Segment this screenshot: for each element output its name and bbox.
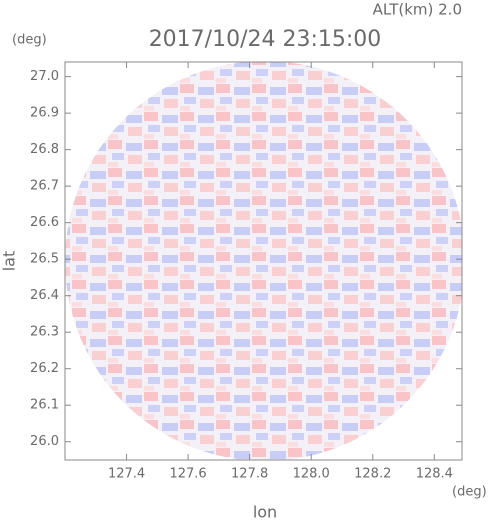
x-unit: (deg) [452, 485, 487, 500]
x-tick-label: 128.2 [354, 467, 391, 482]
x-axis-label: lon [253, 503, 277, 522]
y-tick-label: 26.8 [30, 142, 59, 157]
chart-title: 2017/10/24 23:15:00 [149, 27, 382, 52]
radar-echo [65, 62, 462, 460]
y-tick-label: 26.5 [30, 252, 59, 267]
y-tick-label: 26.0 [30, 434, 59, 449]
radar-field [65, 62, 462, 460]
x-tick-label: 127.4 [108, 467, 145, 482]
plot-frame [64, 61, 463, 461]
y-tick-label: 26.2 [30, 361, 59, 376]
x-tick-label: 128.0 [293, 467, 330, 482]
x-tick-label: 127.6 [169, 467, 206, 482]
x-tick-label: 128.4 [416, 467, 453, 482]
y-tick-label: 26.7 [30, 179, 59, 194]
x-tick-label: 127.8 [231, 467, 268, 482]
y-tick-label: 26.6 [30, 215, 59, 230]
altitude-label: ALT(km) 2.0 [373, 1, 462, 19]
y-unit: (deg) [12, 33, 47, 48]
y-axis-label: lat [0, 251, 19, 272]
y-tick-label: 27.0 [30, 69, 59, 84]
y-tick-label: 26.3 [30, 325, 59, 340]
y-tick-label: 26.9 [30, 106, 59, 121]
y-tick-label: 26.1 [30, 398, 59, 413]
y-tick-label: 26.4 [30, 288, 59, 303]
